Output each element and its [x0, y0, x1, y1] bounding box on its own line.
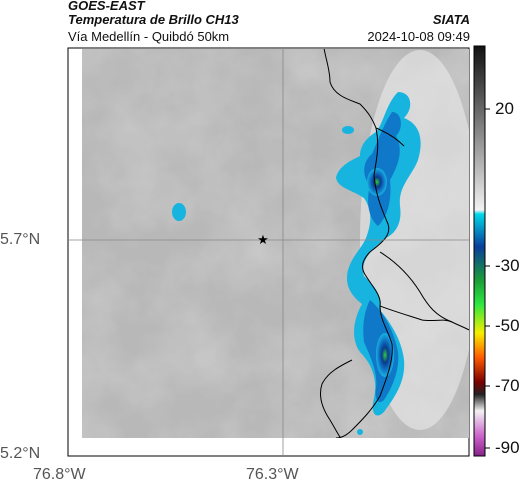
lon-tick-label: 76.8°W — [33, 466, 86, 483]
colorbar-tick-label: 20 — [495, 99, 514, 118]
credit-label: SIATA — [432, 12, 470, 27]
route-subtitle: Vía Medellín - Quibdó 50km — [68, 29, 230, 44]
boundaries — [319, 49, 469, 438]
colorbar — [473, 45, 486, 457]
lat-tick-label: 5.2°N — [0, 445, 41, 462]
convective-cells — [172, 92, 421, 435]
brightness-temperature-field — [82, 49, 469, 438]
product-title: Temperatura de Brillo CH13 — [68, 12, 239, 27]
lat-tick-label: 5.7°N — [0, 231, 41, 248]
star-marker: ★ — [257, 233, 269, 248]
lon-tick-label: 76.3°W — [246, 466, 299, 483]
colorbar-tick-label: -90 — [495, 438, 520, 457]
satellite-title: GOES-EAST — [68, 0, 145, 13]
colorbar-tick-label: -30 — [495, 256, 520, 275]
colorbar-tick-label: -50 — [495, 316, 520, 335]
colorbar-tick-label: -70 — [495, 376, 520, 395]
timestamp: 2024-10-08 09:49 — [367, 29, 470, 44]
colorbar-ticks — [485, 108, 490, 449]
